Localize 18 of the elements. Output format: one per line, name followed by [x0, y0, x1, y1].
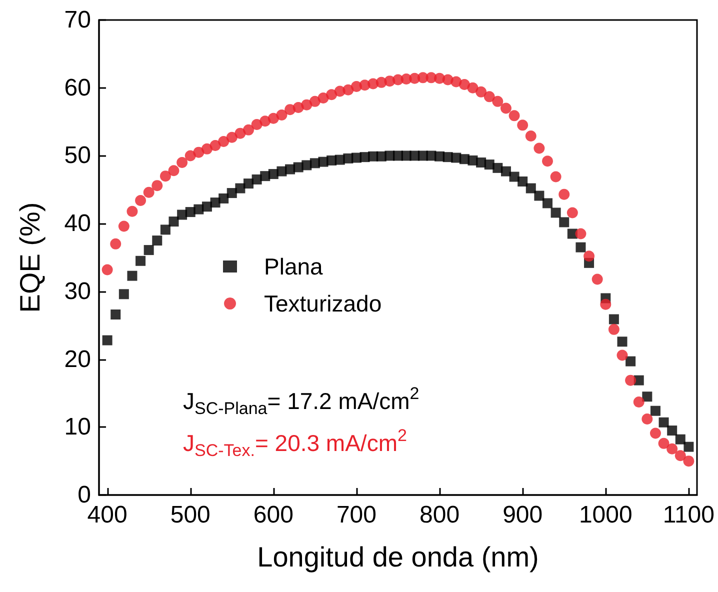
- y-tick-label: 60: [64, 74, 91, 102]
- x-tick-label: 700: [336, 502, 376, 528]
- y-tick-label: 40: [64, 210, 91, 238]
- legend-label: Texturizado: [264, 290, 382, 316]
- x-tick-label: 800: [420, 502, 460, 528]
- y-tick-label: 10: [64, 414, 91, 441]
- y-tick-label: 30: [64, 278, 91, 305]
- x-tick-label: 500: [170, 502, 210, 528]
- y-tick-label: 20: [64, 346, 91, 373]
- x-tick-label: 900: [502, 502, 543, 528]
- x-axis-title: Longitud de onda (nm): [257, 542, 539, 572]
- legend-label: Plana: [264, 254, 324, 280]
- y-tick-label: 50: [64, 142, 91, 170]
- y-axis-title: EQE (%): [14, 202, 46, 313]
- x-tick-label: 1100: [662, 502, 714, 528]
- x-tick-label: 1000: [578, 502, 632, 528]
- y-tick-label: 70: [64, 6, 91, 34]
- x-tick-label: 600: [253, 502, 294, 528]
